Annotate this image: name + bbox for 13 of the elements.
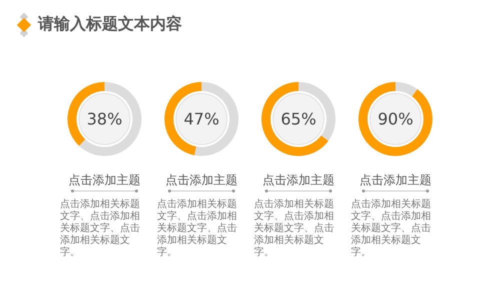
text: 47% (184, 110, 220, 128)
text: 点击添加主题 (358, 172, 432, 189)
text: 点击添加相关标题文字、点击添加相关标题文字、点击添加相关标题文字。 (351, 199, 432, 259)
text: 90% (378, 110, 414, 128)
text: 点击添加相关标题文字、点击添加相关标题文字、点击添加相关标题文字。 (157, 199, 238, 259)
text: 点击添加相关标题文字、点击添加相关标题文字、点击添加相关标题文字。 (254, 199, 335, 259)
text: 点击添加相关标题文字、点击添加相关标题文字、点击添加相关标题文字。 (60, 199, 141, 259)
text: 65% (280, 110, 316, 128)
text: 点击添加主题 (68, 172, 142, 189)
text: 点击添加主题 (262, 172, 336, 189)
text: 38% (86, 110, 122, 128)
text: 点击添加主题 (164, 172, 238, 189)
text: 请输入标题文本内容 (38, 14, 182, 35)
